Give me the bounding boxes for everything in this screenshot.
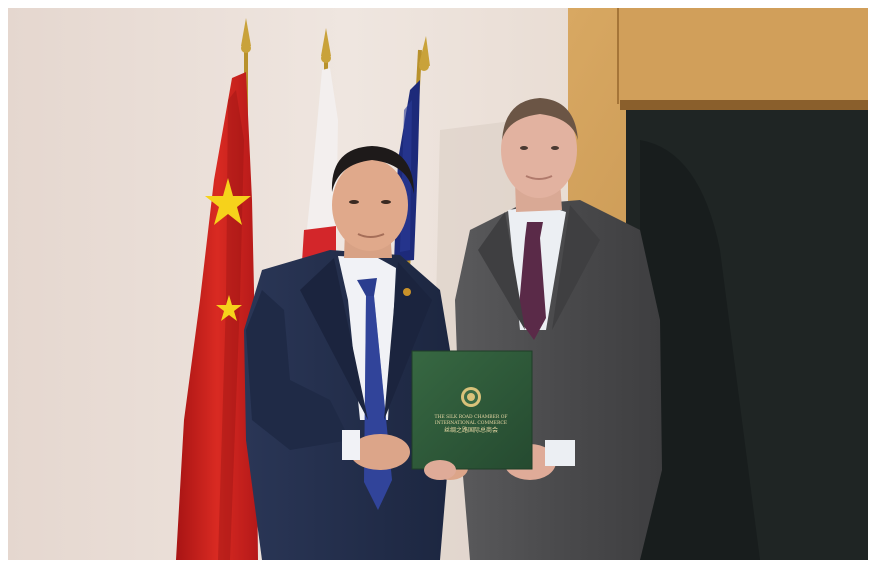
folder-title-line-3: 丝绸之路国际总商会 [444,426,498,434]
flag-star-small [216,295,242,321]
right-man-head [501,102,577,198]
flag-star-large [205,178,251,225]
lapel-pin [403,288,411,296]
right-man [455,98,662,560]
certificate-folder: THE SILK ROAD CHAMBER OF INTERNATIONAL C… [411,350,533,470]
folder-title-line-2: INTERNATIONAL COMMERCE [435,420,507,426]
left-man-head [332,159,408,251]
left-man [244,146,468,560]
folder-title-line-1: THE SILK ROAD CHAMBER OF [434,414,507,420]
right-man-tie [518,222,546,340]
chinese-flag [176,72,258,560]
